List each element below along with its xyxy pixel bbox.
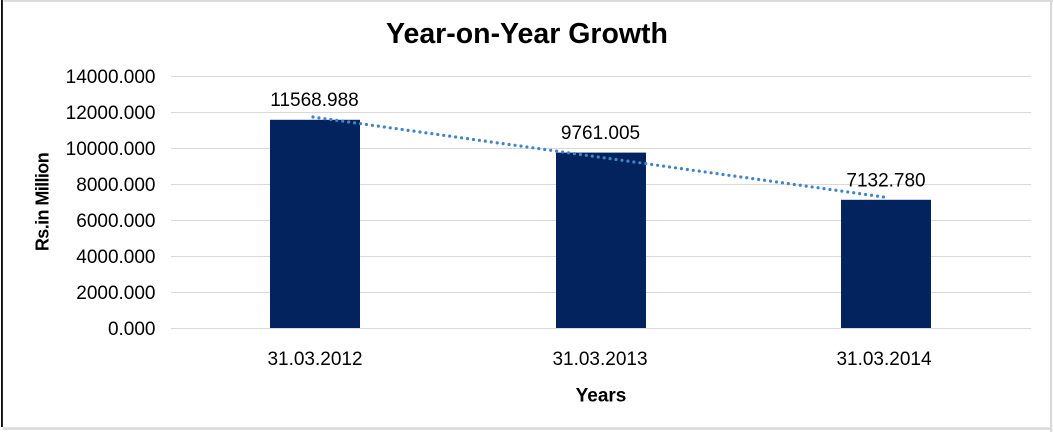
svg-text:11568.988: 11568.988 [270, 90, 358, 111]
svg-text:2000.000: 2000.000 [76, 283, 155, 304]
svg-text:31.03.2014: 31.03.2014 [836, 349, 932, 370]
svg-text:12000.000: 12000.000 [66, 103, 156, 124]
svg-text:Rs.in Million: Rs.in Million [33, 153, 53, 251]
svg-text:Year-on-Year Growth: Year-on-Year Growth [386, 18, 668, 50]
svg-text:31.03.2013: 31.03.2013 [552, 349, 647, 370]
svg-text:31.03.2012: 31.03.2012 [267, 349, 362, 370]
svg-text:10000.000: 10000.000 [66, 139, 156, 160]
svg-text:0.000: 0.000 [108, 319, 156, 340]
svg-text:6000.000: 6000.000 [76, 211, 155, 232]
svg-text:8000.000: 8000.000 [76, 175, 155, 196]
svg-text:4000.000: 4000.000 [76, 247, 155, 268]
svg-text:14000.000: 14000.000 [66, 67, 156, 88]
svg-text:Years: Years [576, 386, 627, 407]
svg-text:9761.005: 9761.005 [561, 123, 640, 144]
svg-text:7132.780: 7132.780 [846, 170, 925, 191]
